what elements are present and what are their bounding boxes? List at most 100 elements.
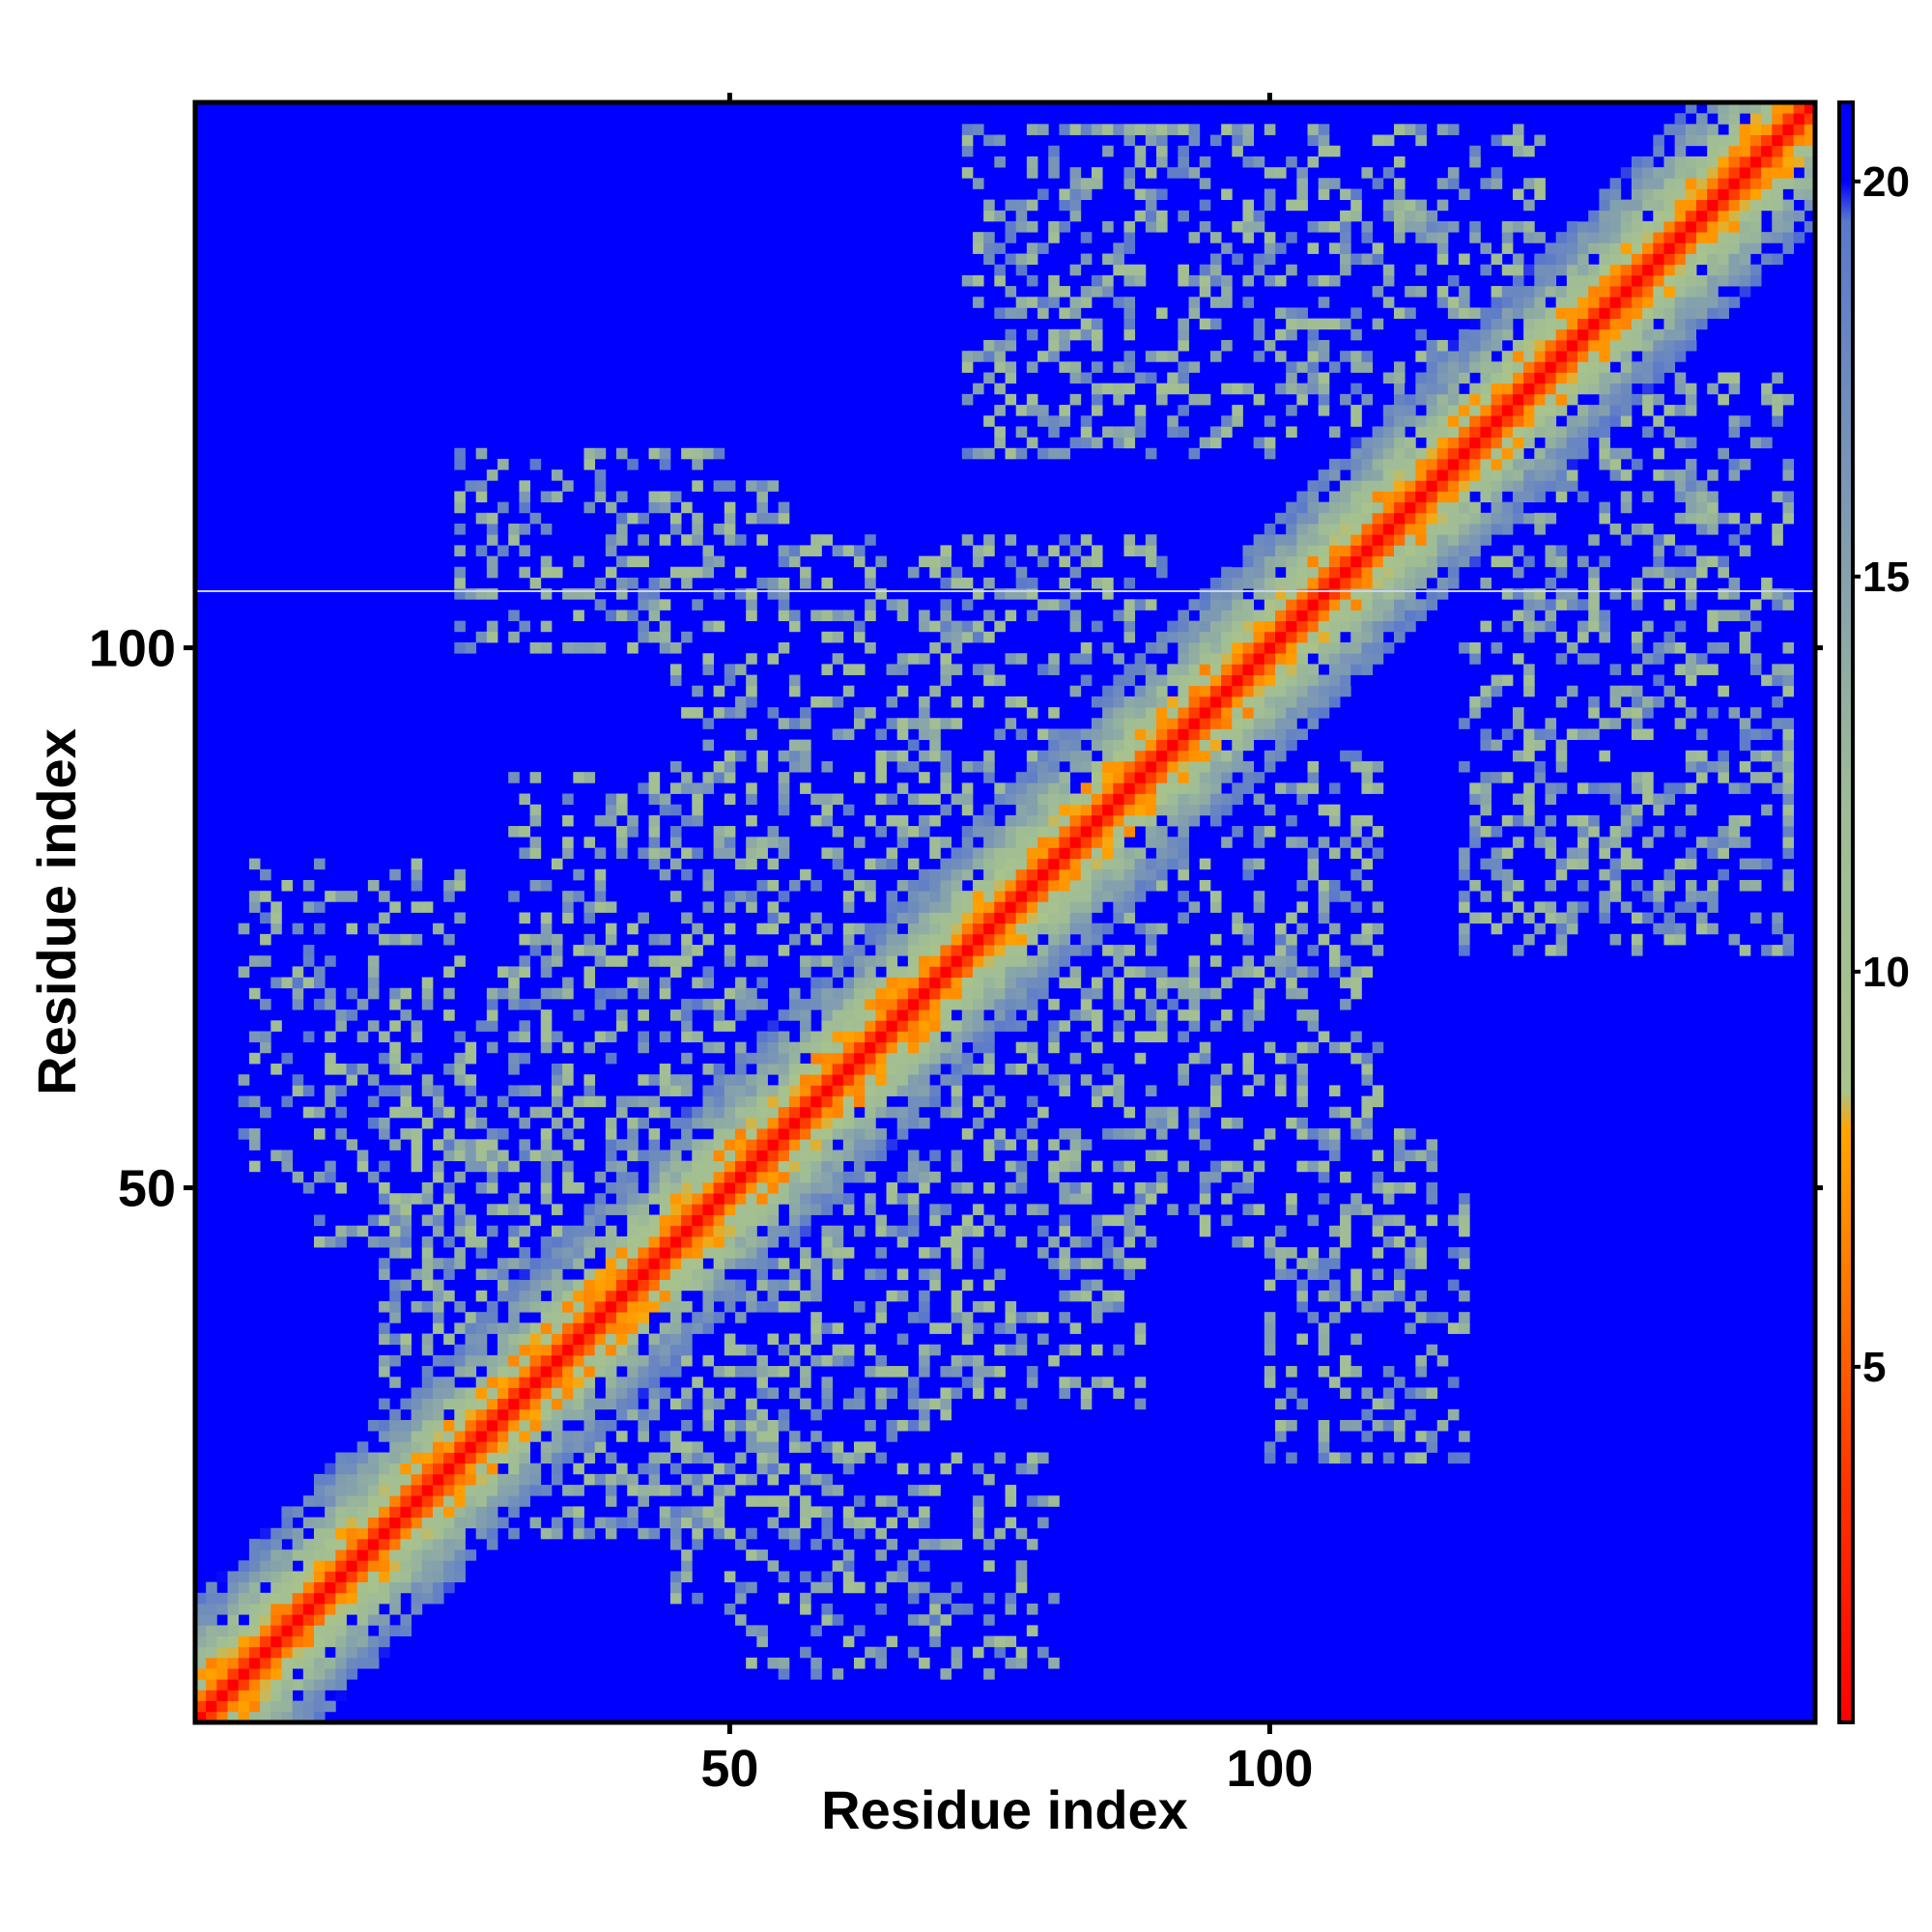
heatmap-cell — [605, 1312, 617, 1323]
heatmap-cell — [659, 1300, 671, 1313]
heatmap-cell — [842, 610, 855, 622]
heatmap-cell — [1145, 868, 1157, 881]
heatmap-cell — [1296, 534, 1308, 546]
heatmap-cell — [454, 1150, 466, 1162]
heatmap-cell — [367, 1581, 380, 1594]
heatmap-cell — [767, 858, 780, 870]
heatmap-cell — [648, 588, 661, 600]
heatmap-cell — [627, 1214, 639, 1227]
heatmap-cell — [756, 1366, 768, 1378]
heatmap-cell — [1275, 933, 1287, 946]
heatmap-cell — [875, 1225, 887, 1237]
heatmap-cell — [972, 1517, 984, 1529]
heatmap-cell — [1415, 545, 1427, 556]
heatmap-cell — [821, 1074, 834, 1086]
heatmap-cell — [1188, 620, 1201, 633]
heatmap-cell — [475, 631, 488, 643]
heatmap-cell — [1328, 361, 1341, 373]
heatmap-cell — [1350, 750, 1362, 762]
heatmap-cell — [1264, 274, 1276, 287]
heatmap-cell — [951, 879, 963, 892]
heatmap-cell — [356, 1517, 369, 1529]
heatmap-cell — [605, 804, 617, 816]
heatmap-cell — [1069, 739, 1082, 752]
heatmap-cell — [302, 1646, 315, 1659]
heatmap-cell — [379, 1625, 390, 1636]
heatmap-cell — [746, 1419, 757, 1432]
heatmap-cell — [1178, 426, 1189, 438]
heatmap-cell — [1318, 685, 1330, 697]
heatmap-cell — [270, 1604, 282, 1615]
heatmap-cell — [1340, 566, 1351, 579]
heatmap-cell — [400, 1247, 412, 1259]
heatmap-cell — [616, 1106, 628, 1119]
heatmap-cell — [367, 1419, 380, 1432]
heatmap-cell — [1113, 772, 1124, 783]
heatmap-cell — [270, 1614, 282, 1626]
heatmap-cell — [713, 1139, 725, 1151]
heatmap-cell — [475, 1236, 488, 1248]
heatmap-cell — [1393, 469, 1406, 481]
heatmap-cell — [638, 512, 649, 525]
heatmap-cell — [1059, 286, 1070, 298]
heatmap-cell — [1026, 610, 1038, 622]
heatmap-cell — [832, 1193, 844, 1205]
heatmap-cell — [821, 577, 834, 589]
heatmap-cell — [1048, 1031, 1060, 1043]
heatmap-cell — [994, 998, 1006, 1010]
heatmap-cell — [1123, 847, 1136, 859]
heatmap-cell — [1123, 945, 1136, 956]
heatmap-cell — [1059, 599, 1070, 611]
heatmap-cell — [1080, 998, 1093, 1010]
heatmap-cell — [1382, 1419, 1395, 1432]
heatmap-cell — [702, 966, 715, 978]
heatmap-cell — [983, 804, 995, 816]
heatmap-cell — [1307, 534, 1320, 546]
heatmap-cell — [1069, 199, 1082, 212]
heatmap-cell — [929, 966, 941, 978]
heatmap-cell — [681, 1506, 693, 1518]
heatmap-cell — [486, 1225, 498, 1237]
heatmap-cell — [746, 847, 757, 859]
heatmap-cell — [788, 1052, 801, 1065]
heatmap-cell — [519, 480, 530, 492]
heatmap-cell — [1005, 901, 1017, 913]
heatmap-cell — [1069, 372, 1082, 384]
heatmap-cell — [1113, 1074, 1124, 1086]
heatmap-cell — [853, 1095, 866, 1108]
heatmap-cell — [681, 1258, 693, 1269]
heatmap-cell — [346, 1506, 358, 1518]
heatmap-cell — [788, 750, 801, 762]
heatmap-cell — [669, 1506, 682, 1518]
heatmap-cell — [1242, 156, 1255, 168]
heatmap-cell — [788, 1214, 801, 1227]
heatmap-cell — [919, 620, 930, 633]
heatmap-cell — [1026, 1117, 1038, 1129]
heatmap-cell — [778, 1300, 790, 1313]
heatmap-cell — [832, 1268, 844, 1281]
heatmap-cell — [681, 1193, 693, 1205]
heatmap-cell — [356, 1473, 369, 1486]
heatmap-cell — [1145, 933, 1157, 946]
heatmap-cell — [1059, 1128, 1070, 1140]
heatmap-cell — [1156, 188, 1168, 201]
heatmap-cell — [886, 1052, 898, 1065]
heatmap-cell — [896, 1560, 909, 1572]
heatmap-cell — [1328, 1377, 1341, 1388]
heatmap-cell — [994, 383, 1006, 395]
heatmap-cell — [972, 1495, 984, 1507]
heatmap-cell — [756, 491, 768, 503]
heatmap-cell — [961, 933, 974, 946]
heatmap-cell — [800, 1571, 811, 1583]
heatmap-cell — [465, 1441, 477, 1453]
heatmap-cell — [821, 1150, 834, 1162]
heatmap-cell — [1415, 1258, 1427, 1269]
heatmap-cell — [1340, 1354, 1351, 1367]
heatmap-cell — [1361, 879, 1374, 892]
heatmap-cell — [1318, 1193, 1330, 1205]
heatmap-cell — [1209, 264, 1222, 276]
heatmap-cell — [325, 1625, 336, 1636]
heatmap-cell — [1102, 685, 1114, 697]
heatmap-cell — [896, 664, 909, 675]
heatmap-cell — [497, 545, 509, 556]
